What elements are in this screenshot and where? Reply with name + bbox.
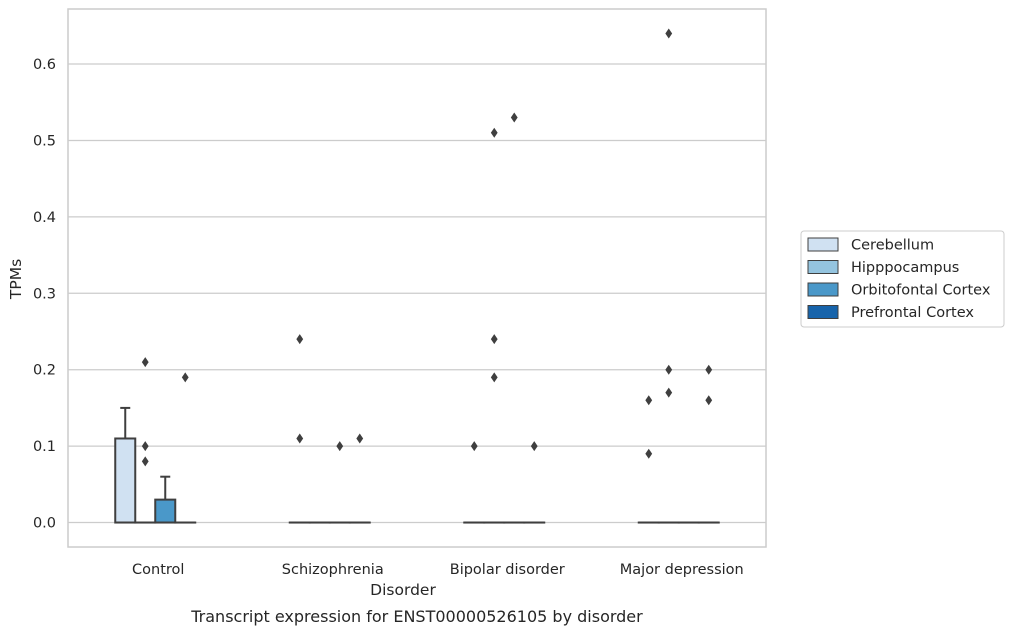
legend-label: Cerebellum xyxy=(851,238,934,254)
legend-label: Orbitofontal Cortex xyxy=(851,283,991,299)
box-group xyxy=(288,334,311,524)
y-tick-label: 0.5 xyxy=(33,133,56,149)
outlier-point xyxy=(141,441,149,452)
box-group xyxy=(463,441,486,524)
outlier-point xyxy=(645,448,653,459)
y-tick-label: 0.6 xyxy=(33,57,56,73)
legend-item: Orbitofontal Cortex xyxy=(807,282,991,299)
x-tick-label: Control xyxy=(132,562,184,578)
x-axis-ticks: Control Schizophrenia Bipolar disorder Majo… xyxy=(132,562,744,578)
legend-label: Hipppocampus xyxy=(851,260,959,276)
y-tick-label: 0.1 xyxy=(33,439,56,455)
outlier-point xyxy=(705,364,713,375)
legend-swatch xyxy=(807,305,839,319)
x-axis-title: Disorder xyxy=(370,581,436,599)
legend-item: Hipppocampus xyxy=(807,260,959,276)
legend-item: Cerebellum xyxy=(807,237,934,254)
legend-swatch xyxy=(807,282,839,297)
box-group xyxy=(114,406,137,524)
outlier-point xyxy=(510,112,518,123)
legend-frame xyxy=(800,230,1005,328)
legend-item: Prefrontal Cortex xyxy=(807,305,974,321)
outlier-point xyxy=(141,456,149,467)
outlier-point xyxy=(490,372,498,383)
outlier-point xyxy=(490,334,498,345)
box-group xyxy=(503,112,526,524)
grid-lines xyxy=(68,63,766,524)
box-plot-groups xyxy=(114,28,720,524)
y-tick-label: 0.4 xyxy=(33,210,56,226)
box-group xyxy=(697,364,720,524)
legend: Cerebellum Hipppocampus Orbitofontal Corte… xyxy=(800,230,1005,328)
x-tick-label: Bipolar disorder xyxy=(450,562,565,578)
outlier-point xyxy=(530,441,538,452)
chart-caption: Transcript expression for ENST0000052610… xyxy=(190,607,643,626)
outlier-point xyxy=(645,395,653,406)
box-group xyxy=(483,127,506,524)
box-group xyxy=(154,475,177,524)
outlier-point xyxy=(665,387,673,398)
outlier-point xyxy=(665,28,673,39)
outlier-point xyxy=(470,441,478,452)
box-group xyxy=(637,395,660,524)
legend-swatch xyxy=(807,260,839,274)
box-group xyxy=(523,441,546,524)
y-axis-ticks: 0.0 0.1 0.2 0.3 0.4 0.5 0.6 xyxy=(33,57,56,532)
x-tick-label: Schizophrenia xyxy=(282,562,384,578)
y-tick-label: 0.3 xyxy=(33,286,56,302)
legend-label: Prefrontal Cortex xyxy=(851,305,974,321)
box-body xyxy=(154,498,177,524)
outlier-point xyxy=(181,372,189,383)
outlier-point xyxy=(141,357,149,368)
outlier-point xyxy=(296,334,304,345)
outlier-point xyxy=(296,433,304,444)
box-group xyxy=(657,28,680,524)
box-group xyxy=(134,357,157,524)
box-group xyxy=(328,441,351,524)
outlier-point xyxy=(356,433,364,444)
outlier-point xyxy=(490,127,498,138)
x-tick-label: Major depression xyxy=(620,562,744,578)
outlier-point xyxy=(705,395,713,406)
box-body xyxy=(114,437,137,524)
outlier-point xyxy=(336,441,344,452)
y-tick-label: 0.2 xyxy=(33,363,56,379)
y-tick-label: 0.0 xyxy=(33,516,56,532)
outlier-point xyxy=(665,364,673,375)
box-group xyxy=(348,433,371,524)
y-axis-title: TPMs xyxy=(7,259,25,300)
legend-swatch xyxy=(807,237,839,252)
box-group xyxy=(174,372,197,524)
plot-frame xyxy=(67,8,767,548)
